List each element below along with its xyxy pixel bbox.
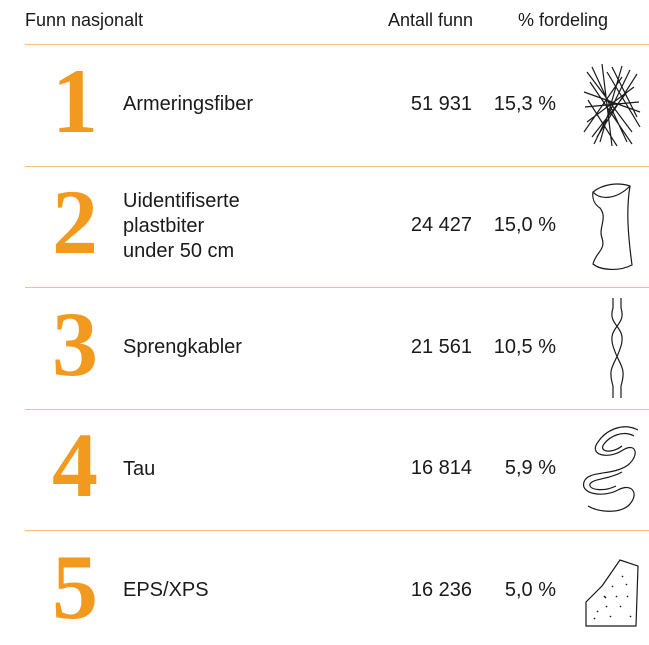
- page: Funn nasjonalt Antall funn % fordeling 1…: [0, 0, 649, 645]
- rope-icon: [578, 420, 644, 518]
- item-name: EPS/XPS: [123, 578, 209, 603]
- count: 21 561: [411, 336, 472, 359]
- item-name: plastbiter: [123, 214, 204, 239]
- count: 51 931: [411, 93, 472, 116]
- header-label: Antall funn: [388, 10, 473, 31]
- share: 15,3 %: [494, 93, 556, 116]
- eps-icon: [582, 556, 642, 630]
- item-name: under 50 cm: [123, 239, 234, 264]
- divider: [25, 287, 649, 288]
- share: 15,0 %: [494, 214, 556, 237]
- divider: [25, 166, 649, 167]
- plastic-icon: [588, 180, 638, 272]
- count: 16 814: [411, 457, 472, 480]
- divider: [25, 530, 649, 531]
- item-name: Sprengkabler: [123, 335, 242, 360]
- cable-icon: [605, 296, 629, 400]
- header-label: % fordeling: [518, 10, 608, 31]
- rank-number: 5: [45, 541, 105, 633]
- divider: [25, 409, 649, 410]
- item-name: Armeringsfiber: [123, 92, 253, 117]
- item-name: Tau: [123, 457, 155, 482]
- rank-number: 3: [45, 298, 105, 390]
- share: 5,0 %: [505, 579, 556, 602]
- item-name: Uidentifiserte: [123, 189, 240, 214]
- rank-number: 1: [45, 55, 105, 147]
- rank-number: 2: [45, 176, 105, 268]
- divider: [25, 44, 649, 45]
- share: 5,9 %: [505, 457, 556, 480]
- count: 24 427: [411, 214, 472, 237]
- fiber-icon: [582, 62, 642, 148]
- header-label: Funn nasjonalt: [25, 10, 143, 31]
- count: 16 236: [411, 579, 472, 602]
- rank-number: 4: [45, 419, 105, 511]
- share: 10,5 %: [494, 336, 556, 359]
